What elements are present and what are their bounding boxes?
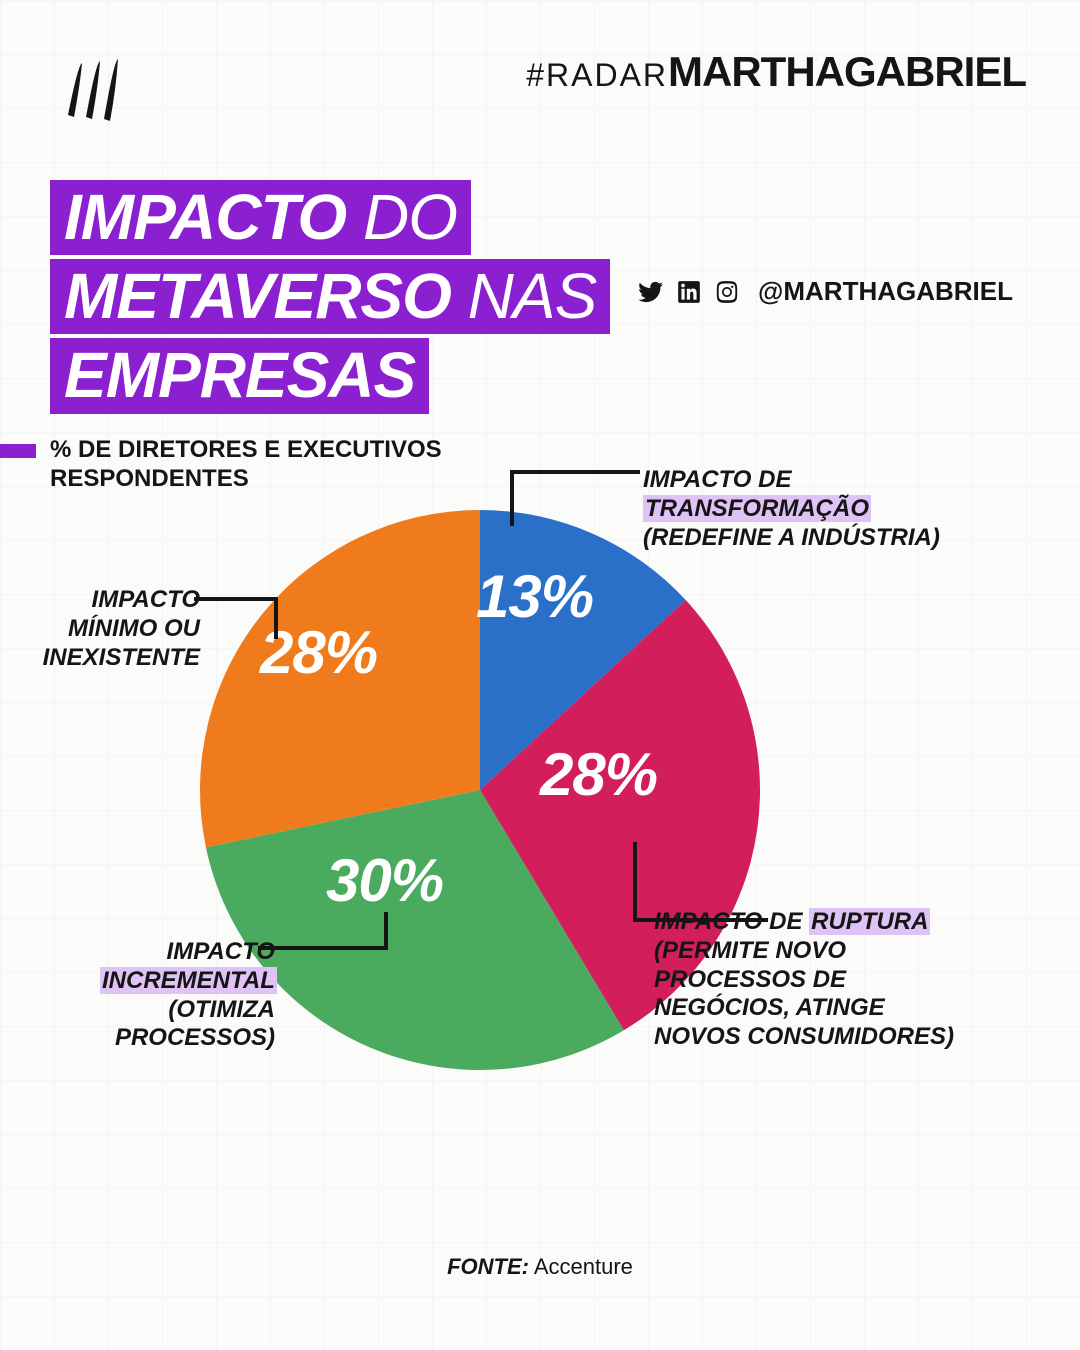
hashtag-bold: MARTHAGABRIEL (668, 48, 1026, 95)
callout-text: IMPACTO DE (643, 466, 791, 493)
leader-line-incremental (256, 910, 396, 956)
callout-incremental: IMPACTO INCREMENTAL (OTIMIZA PROCESSOS) (100, 938, 275, 1053)
social-row: @MARTHAGABRIEL (638, 276, 1013, 307)
callout-highlight: INCREMENTAL (100, 967, 277, 994)
slice-label-13: 13% (476, 562, 593, 631)
source-value: Accenture (534, 1254, 633, 1279)
callout-highlight: TRANSFORMAÇÃO (643, 495, 871, 522)
chart-subtitle: % DE DIRETORES E EXECUTIVOS RESPONDENTES (50, 436, 442, 494)
source-line: FONTE: Accenture (0, 1254, 1080, 1280)
instagram-icon (714, 279, 740, 305)
callout-paren: (REDEFINE A INDÚSTRIA) (643, 524, 973, 553)
slice-label-28-magenta: 28% (540, 740, 657, 809)
callout-text: IMPACTO (167, 938, 275, 965)
linkedin-icon (676, 279, 702, 305)
main-title: IMPACTO DO METAVERSO NAS EMPRESAS (50, 180, 610, 418)
title-line-3: EMPRESAS (50, 338, 429, 413)
callout-ruptura: IMPACTO DE RUPTURA (PERMITE NOVO PROCESS… (654, 908, 974, 1052)
title-line-1: IMPACTO DO (50, 180, 471, 255)
hashtag: #RADARMARTHAGABRIEL (526, 48, 1026, 96)
legend-accent-bar (0, 444, 36, 458)
callout-paren: (PERMITE NOVO PROCESSOS DE NEGÓCIOS, ATI… (654, 937, 974, 1052)
twitter-icon (638, 279, 664, 305)
brand-logo (60, 55, 130, 125)
callout-text: INEXISTENTE (43, 644, 200, 671)
callout-paren: (OTIMIZA PROCESSOS) (100, 996, 275, 1054)
title-word-impacto: IMPACTO (64, 181, 346, 253)
title-word-do: DO (363, 181, 457, 253)
leader-line-minimo (192, 595, 282, 645)
callout-text: MÍNIMO OU (68, 615, 200, 642)
callout-text: IMPACTO (92, 586, 200, 613)
title-word-nas: NAS (468, 260, 597, 332)
subtitle-line-2: RESPONDENTES (50, 465, 249, 492)
infographic-canvas: #RADARMARTHAGABRIEL IMPACTO DO METAVERSO… (0, 0, 1080, 1350)
title-line-2: METAVERSO NAS (50, 259, 610, 334)
leader-line-transformacao (510, 468, 650, 528)
source-label: FONTE: (447, 1254, 529, 1279)
callout-transformacao: IMPACTO DE TRANSFORMAÇÃO (REDEFINE A IND… (643, 466, 973, 552)
hashtag-prefix: #RADAR (526, 57, 668, 93)
slice-label-30: 30% (326, 846, 443, 915)
subtitle-line-1: % DE DIRETORES E EXECUTIVOS (50, 436, 442, 463)
title-word-metaverso: METAVERSO (64, 260, 451, 332)
callout-text: IMPACTO DE RUPTURA (654, 908, 930, 935)
callout-minimo: IMPACTO MÍNIMO OU INEXISTENTE (40, 586, 200, 672)
title-word-empresas: EMPRESAS (64, 339, 415, 411)
social-handle: @MARTHAGABRIEL (758, 276, 1013, 307)
